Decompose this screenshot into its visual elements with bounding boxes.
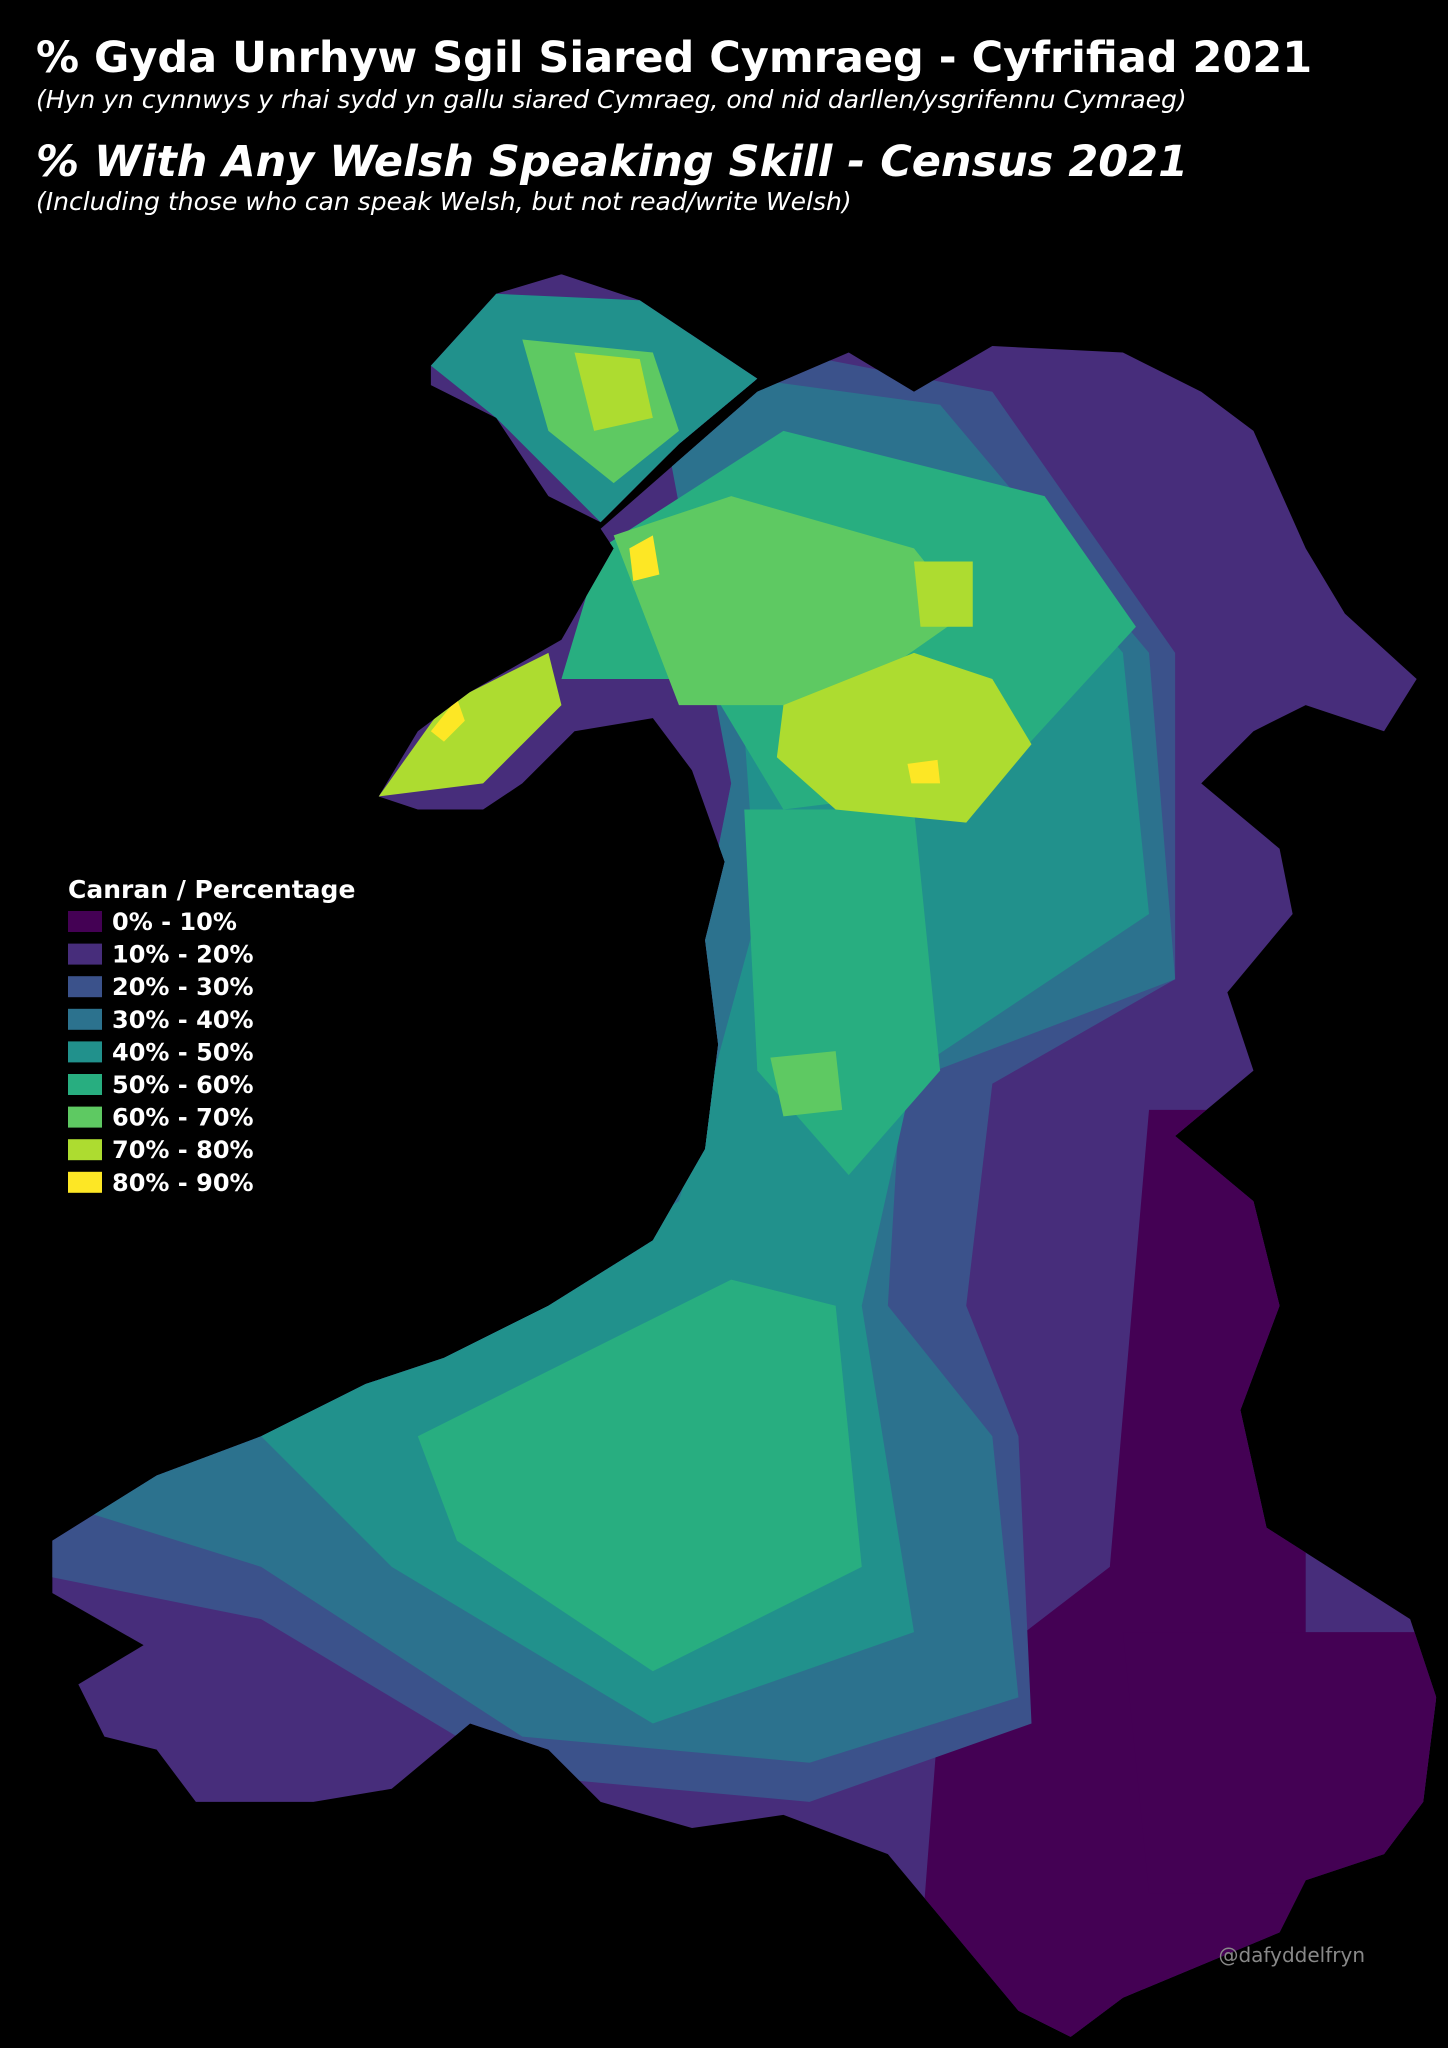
legend-swatch	[68, 1074, 102, 1095]
title-welsh: % Gyda Unrhyw Sgil Siared Cymraeg - Cyfr…	[36, 33, 1312, 83]
legend-swatch	[68, 943, 102, 965]
legend-swatch	[68, 1106, 102, 1128]
region	[1122, 1632, 1437, 1894]
legend-label: 40% - 50%	[112, 1038, 254, 1066]
credit: @dafyddelfryn	[1218, 1943, 1365, 1967]
region	[417, 1279, 862, 1672]
legend-swatch	[68, 1041, 102, 1063]
region	[378, 652, 562, 797]
legend: 0% - 10% 10% - 20% 20% - 30% 30% - 40% 40% -…	[68, 908, 254, 1197]
region	[430, 698, 465, 742]
region	[574, 352, 653, 431]
region	[907, 759, 941, 784]
region	[770, 1051, 843, 1117]
legend-label: 80% - 90%	[112, 1169, 254, 1197]
legend-label: 0% - 10%	[112, 908, 237, 936]
legend-title: Canran / Percentage	[68, 875, 355, 904]
legend-swatch	[68, 911, 102, 932]
region	[613, 496, 967, 706]
legend-swatch	[68, 976, 102, 998]
subtitle-english: (Including those who can speak Welsh, bu…	[36, 187, 852, 216]
region	[776, 652, 1032, 823]
legend-label: 30% - 40%	[112, 1006, 254, 1034]
legend-label: 60% - 70%	[112, 1104, 254, 1132]
region	[913, 561, 973, 627]
legend-swatch	[68, 1171, 102, 1193]
legend-label: 50% - 60%	[112, 1071, 254, 1099]
region	[629, 535, 660, 582]
legend-label: 10% - 20%	[112, 941, 254, 969]
legend-swatch	[68, 1139, 102, 1161]
legend-label: 20% - 30%	[112, 973, 254, 1001]
title-english: % With Any Welsh Speaking Skill - Census…	[36, 137, 1188, 187]
subtitle-welsh: (Hyn yn cynnwys y rhai sydd yn gallu sia…	[36, 85, 1187, 114]
legend-label: 70% - 80%	[112, 1136, 254, 1164]
legend-swatch	[68, 1008, 102, 1030]
